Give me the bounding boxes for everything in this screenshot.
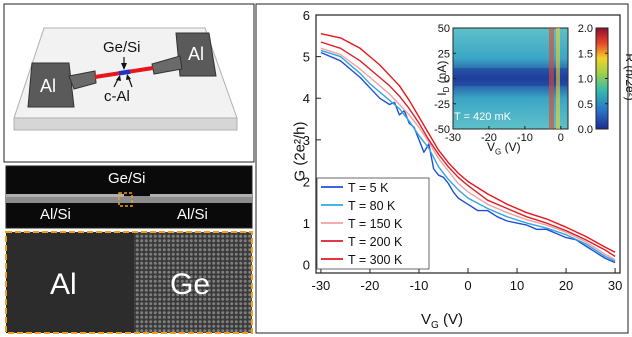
inset-y-tick-label: 25 — [438, 48, 450, 60]
main-y-axis-label: G (2e²/h) — [291, 121, 309, 182]
device-label-left-al: Al — [40, 76, 57, 96]
series-line-3 — [320, 47, 616, 261]
heatmap-inset — [452, 27, 609, 130]
colorbar-tick-label: 0.0 — [578, 124, 593, 136]
inset-y-axis-label: ID (nA) — [434, 60, 452, 96]
legend-label: T = 150 K — [348, 217, 403, 231]
y-tick-label: 6 — [303, 8, 310, 23]
left-contact — [27, 62, 75, 108]
axis-ticks: -30 -20 -10 0 10 20 30 0 1 2 3 4 5 6 — [303, 8, 623, 293]
device-label-wire: Ge/Si — [103, 39, 141, 56]
x-tick-label: 0 — [464, 278, 471, 293]
colorbar-tick-label: 0.5 — [578, 99, 593, 111]
sem-al-right — [150, 194, 252, 197]
wire-arrowhead — [121, 63, 127, 70]
substrate-edge — [13, 117, 238, 131]
inset-y-tick-label: -25 — [434, 99, 450, 111]
y-tick-label: 3 — [303, 133, 310, 148]
y-tick-label: 0 — [303, 258, 310, 273]
x-tick-label: -30 — [312, 278, 331, 293]
c-al-segment — [118, 69, 131, 76]
right-lead — [151, 55, 183, 75]
sem-label-right: Al/Si — [177, 206, 208, 223]
sem-label-left: Al/Si — [40, 206, 71, 223]
x-tick-label: 20 — [559, 278, 573, 293]
tem-ge-lattice — [134, 232, 252, 333]
y-tick-label: 1 — [303, 216, 310, 231]
inset-y-tick-label: 50 — [438, 23, 450, 35]
colorbar-tick-label: 1.0 — [578, 74, 593, 86]
legend: T = 5 K T = 80 K T = 150 K T = 200 K T = 300… — [321, 181, 403, 267]
y-tick-label: 5 — [303, 50, 310, 65]
heatmap-supercurrent-band — [453, 68, 568, 86]
inset-y-tick-label: -50 — [434, 124, 450, 136]
tem-border — [5, 231, 253, 334]
sem-label-top: Ge/Si — [108, 170, 146, 187]
heatmap-hot-stripe-2 — [556, 28, 560, 129]
device-schematic — [13, 27, 238, 131]
inset-axes: -30 -20 -10 0 -50 -25 0 25 50 0.0 0.5 1.0 1.5 2.0 — [434, 23, 608, 144]
tem-label-right: Ge — [170, 268, 211, 301]
series-line-1 — [320, 51, 616, 264]
device-label-junction: c-Al — [104, 88, 130, 105]
inset-x-tick-label: -20 — [481, 132, 497, 144]
colorbar-tick-label: 2.0 — [578, 23, 593, 35]
left-lead — [68, 70, 97, 90]
x-tick-label: -20 — [361, 278, 380, 293]
sem-al-left — [6, 194, 124, 197]
inset-x-axis-label: VG (V) — [487, 140, 521, 157]
junction-arrowhead-right — [126, 74, 131, 80]
tem-al-region — [6, 232, 134, 333]
x-tick-label: -10 — [410, 278, 429, 293]
inset-x-tick-label: -10 — [517, 132, 533, 144]
series-line-5 — [320, 33, 616, 253]
inset-x-tick-label: -30 — [445, 132, 461, 144]
main-x-axis-label: VG (V) — [421, 311, 463, 331]
heatmap-hot-stripe-1 — [549, 28, 554, 129]
sem-wire — [6, 196, 252, 203]
x-tick-label: 30 — [608, 278, 622, 293]
legend-label: T = 200 K — [348, 235, 403, 249]
y-tick-label: 4 — [303, 91, 310, 106]
series-line-4 — [320, 41, 616, 257]
tem-label-left: Al — [50, 268, 77, 301]
legend-label: T = 300 K — [348, 253, 403, 267]
legend-label: T = 5 K — [348, 181, 389, 195]
sem-image — [5, 165, 253, 229]
tem-image — [5, 231, 253, 334]
colorbar-label: R (h/2e²) — [623, 53, 632, 101]
junction-arrowhead-left — [116, 75, 121, 81]
sem-zoom-box — [118, 192, 133, 207]
device-label-right-al: Al — [188, 44, 205, 64]
colorbar-tick-label: 1.5 — [578, 48, 593, 60]
y-tick-label: 2 — [303, 174, 310, 189]
series-line-2 — [320, 49, 616, 262]
legend-label: T = 80 K — [348, 199, 396, 213]
inset-annotation: T = 420 mK — [454, 111, 511, 123]
series-lines — [320, 33, 616, 264]
inset-y-tick-label: 0 — [444, 74, 450, 86]
x-tick-label: 10 — [510, 278, 524, 293]
inset-x-tick-label: 0 — [558, 132, 564, 144]
